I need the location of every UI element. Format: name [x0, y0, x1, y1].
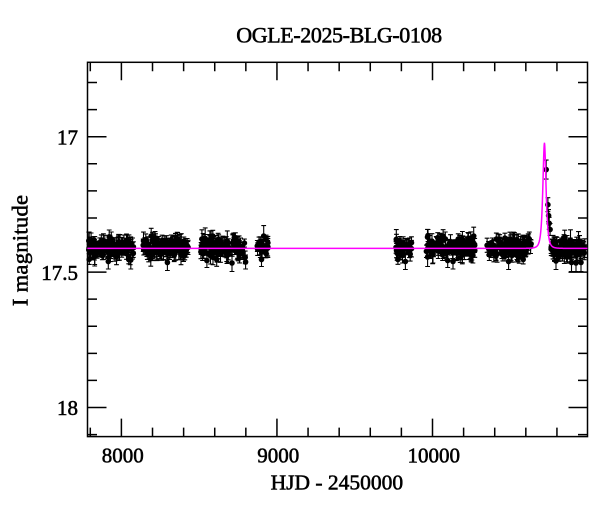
svg-text:17: 17: [57, 126, 78, 150]
svg-text:17.5: 17.5: [41, 261, 78, 285]
svg-text:10000: 10000: [408, 443, 461, 467]
svg-text:9000: 9000: [257, 443, 299, 467]
svg-text:18: 18: [57, 396, 78, 420]
svg-text:8000: 8000: [102, 443, 144, 467]
svg-text:I magnitude: I magnitude: [8, 195, 33, 306]
svg-text:HJD - 2450000: HJD - 2450000: [271, 471, 404, 495]
svg-text:OGLE-2025-BLG-0108: OGLE-2025-BLG-0108: [236, 22, 442, 47]
